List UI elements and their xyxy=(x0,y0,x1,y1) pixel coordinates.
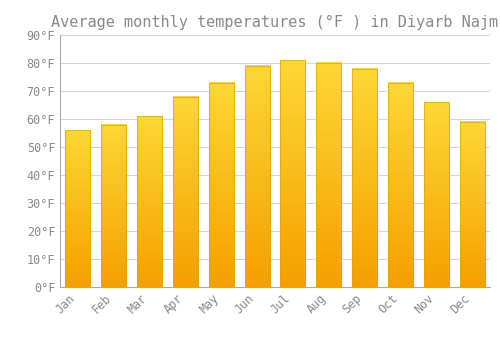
Bar xyxy=(137,116,162,287)
Bar xyxy=(101,125,126,287)
Bar xyxy=(173,97,198,287)
Bar xyxy=(424,102,449,287)
Bar xyxy=(352,69,377,287)
Bar xyxy=(66,130,90,287)
Bar xyxy=(316,63,342,287)
Title: Average monthly temperatures (°F ) in Diyarb Najm: Average monthly temperatures (°F ) in Di… xyxy=(52,15,498,30)
Bar xyxy=(208,83,234,287)
Bar xyxy=(388,83,413,287)
Bar xyxy=(460,122,484,287)
Bar xyxy=(280,60,305,287)
Bar xyxy=(244,66,270,287)
